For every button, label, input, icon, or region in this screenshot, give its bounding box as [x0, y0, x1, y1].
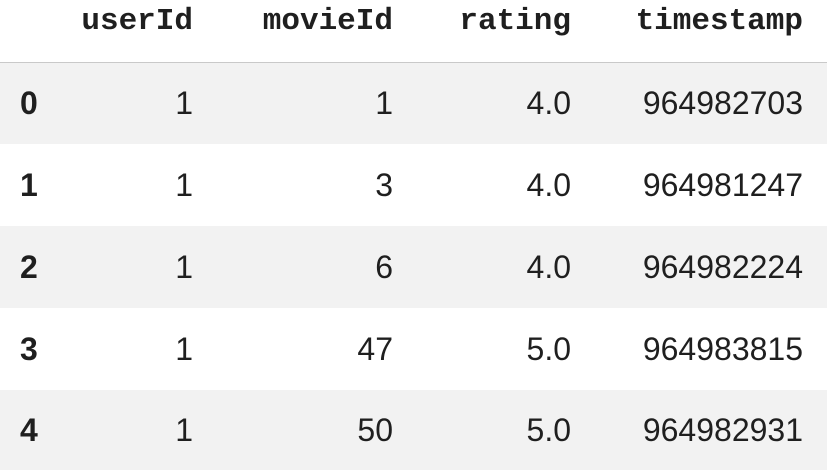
- cell-movieid: 1: [375, 84, 393, 121]
- cell-rating: 4.0: [526, 84, 571, 121]
- column-header-movieid: movieId: [262, 4, 393, 40]
- cell-timestamp: 964982931: [642, 411, 803, 448]
- row-index: 3: [20, 330, 38, 367]
- table-row: 0 1 1 4.0 964982703: [0, 62, 827, 144]
- row-index: 4: [20, 411, 38, 448]
- table-row: 3 1 47 5.0 964983815: [0, 308, 827, 390]
- cell-userid: 1: [175, 84, 193, 121]
- table-row: 1 1 3 4.0 964981247: [0, 144, 827, 226]
- cell-movieid: 50: [357, 411, 393, 448]
- table-row: 4 1 50 5.0 964982931: [0, 390, 827, 470]
- cell-timestamp: 964982703: [642, 84, 803, 121]
- cell-userid: 1: [175, 166, 193, 203]
- cell-rating: 4.0: [526, 166, 571, 203]
- row-index: 0: [20, 84, 38, 121]
- cell-movieid: 3: [375, 166, 393, 203]
- table-header: userId movieId rating timestamp: [0, 0, 827, 62]
- column-header-rating: rating: [459, 4, 571, 40]
- table-row: 2 1 6 4.0 964982224: [0, 226, 827, 308]
- cell-userid: 1: [175, 330, 193, 367]
- cell-timestamp: 964982224: [642, 248, 803, 285]
- column-header-timestamp: timestamp: [635, 4, 803, 40]
- index-header: [0, 0, 62, 62]
- row-index: 1: [20, 166, 38, 203]
- cell-userid: 1: [175, 248, 193, 285]
- cell-timestamp: 964983815: [642, 330, 803, 367]
- cell-movieid: 47: [357, 330, 393, 367]
- row-index: 2: [20, 248, 38, 285]
- cell-rating: 4.0: [526, 248, 571, 285]
- header-row: userId movieId rating timestamp: [0, 0, 827, 62]
- cell-timestamp: 964981247: [642, 166, 803, 203]
- cell-movieid: 6: [375, 248, 393, 285]
- table-body: 0 1 1 4.0 964982703 1 1 3 4.0 964981247 …: [0, 62, 827, 470]
- cell-rating: 5.0: [526, 330, 571, 367]
- cell-rating: 5.0: [526, 411, 571, 448]
- cell-userid: 1: [175, 411, 193, 448]
- column-header-userid: userId: [81, 4, 193, 40]
